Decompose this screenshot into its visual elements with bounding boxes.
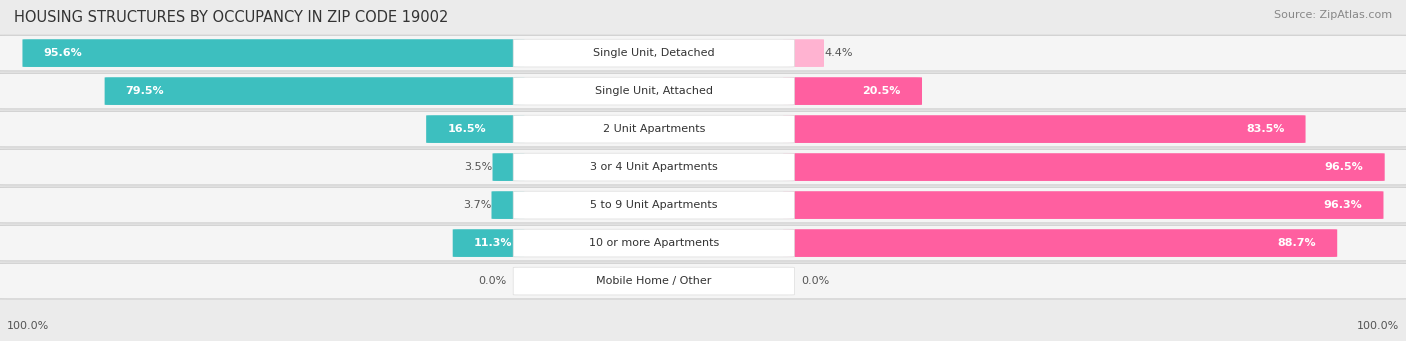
FancyBboxPatch shape <box>513 229 794 257</box>
FancyBboxPatch shape <box>513 77 794 105</box>
Text: 83.5%: 83.5% <box>1246 124 1285 134</box>
FancyBboxPatch shape <box>22 39 524 67</box>
Text: 3 or 4 Unit Apartments: 3 or 4 Unit Apartments <box>591 162 717 172</box>
FancyBboxPatch shape <box>783 39 824 67</box>
Text: 96.3%: 96.3% <box>1323 200 1362 210</box>
FancyBboxPatch shape <box>513 39 794 67</box>
FancyBboxPatch shape <box>513 153 794 181</box>
Text: 3.7%: 3.7% <box>463 200 492 210</box>
Text: 4.4%: 4.4% <box>824 48 852 58</box>
Text: Mobile Home / Other: Mobile Home / Other <box>596 276 711 286</box>
FancyBboxPatch shape <box>783 191 1384 219</box>
Text: 100.0%: 100.0% <box>7 321 49 330</box>
Text: 3.5%: 3.5% <box>464 162 492 172</box>
FancyBboxPatch shape <box>453 229 524 257</box>
Text: Single Unit, Attached: Single Unit, Attached <box>595 86 713 96</box>
FancyBboxPatch shape <box>783 115 1306 143</box>
Text: HOUSING STRUCTURES BY OCCUPANCY IN ZIP CODE 19002: HOUSING STRUCTURES BY OCCUPANCY IN ZIP C… <box>14 10 449 25</box>
Text: 96.5%: 96.5% <box>1324 162 1364 172</box>
Text: 11.3%: 11.3% <box>474 238 512 248</box>
Text: 79.5%: 79.5% <box>125 86 165 96</box>
Text: 100.0%: 100.0% <box>1357 321 1399 330</box>
FancyBboxPatch shape <box>492 153 524 181</box>
FancyBboxPatch shape <box>513 191 794 219</box>
FancyBboxPatch shape <box>783 153 1385 181</box>
Text: 20.5%: 20.5% <box>862 86 901 96</box>
FancyBboxPatch shape <box>513 115 794 143</box>
FancyBboxPatch shape <box>0 149 1406 185</box>
FancyBboxPatch shape <box>0 111 1406 147</box>
FancyBboxPatch shape <box>104 77 524 105</box>
FancyBboxPatch shape <box>0 263 1406 299</box>
Text: 88.7%: 88.7% <box>1278 238 1316 248</box>
Text: 2 Unit Apartments: 2 Unit Apartments <box>603 124 704 134</box>
Text: Source: ZipAtlas.com: Source: ZipAtlas.com <box>1274 10 1392 20</box>
Text: 5 to 9 Unit Apartments: 5 to 9 Unit Apartments <box>591 200 717 210</box>
FancyBboxPatch shape <box>0 73 1406 109</box>
FancyBboxPatch shape <box>0 225 1406 261</box>
FancyBboxPatch shape <box>492 191 524 219</box>
Text: 10 or more Apartments: 10 or more Apartments <box>589 238 718 248</box>
FancyBboxPatch shape <box>0 187 1406 223</box>
Text: 0.0%: 0.0% <box>478 276 506 286</box>
FancyBboxPatch shape <box>783 229 1337 257</box>
FancyBboxPatch shape <box>783 77 922 105</box>
Text: 0.0%: 0.0% <box>801 276 830 286</box>
FancyBboxPatch shape <box>513 267 794 295</box>
Text: 95.6%: 95.6% <box>44 48 83 58</box>
Text: 16.5%: 16.5% <box>447 124 486 134</box>
FancyBboxPatch shape <box>0 35 1406 71</box>
FancyBboxPatch shape <box>426 115 524 143</box>
Text: Single Unit, Detached: Single Unit, Detached <box>593 48 714 58</box>
